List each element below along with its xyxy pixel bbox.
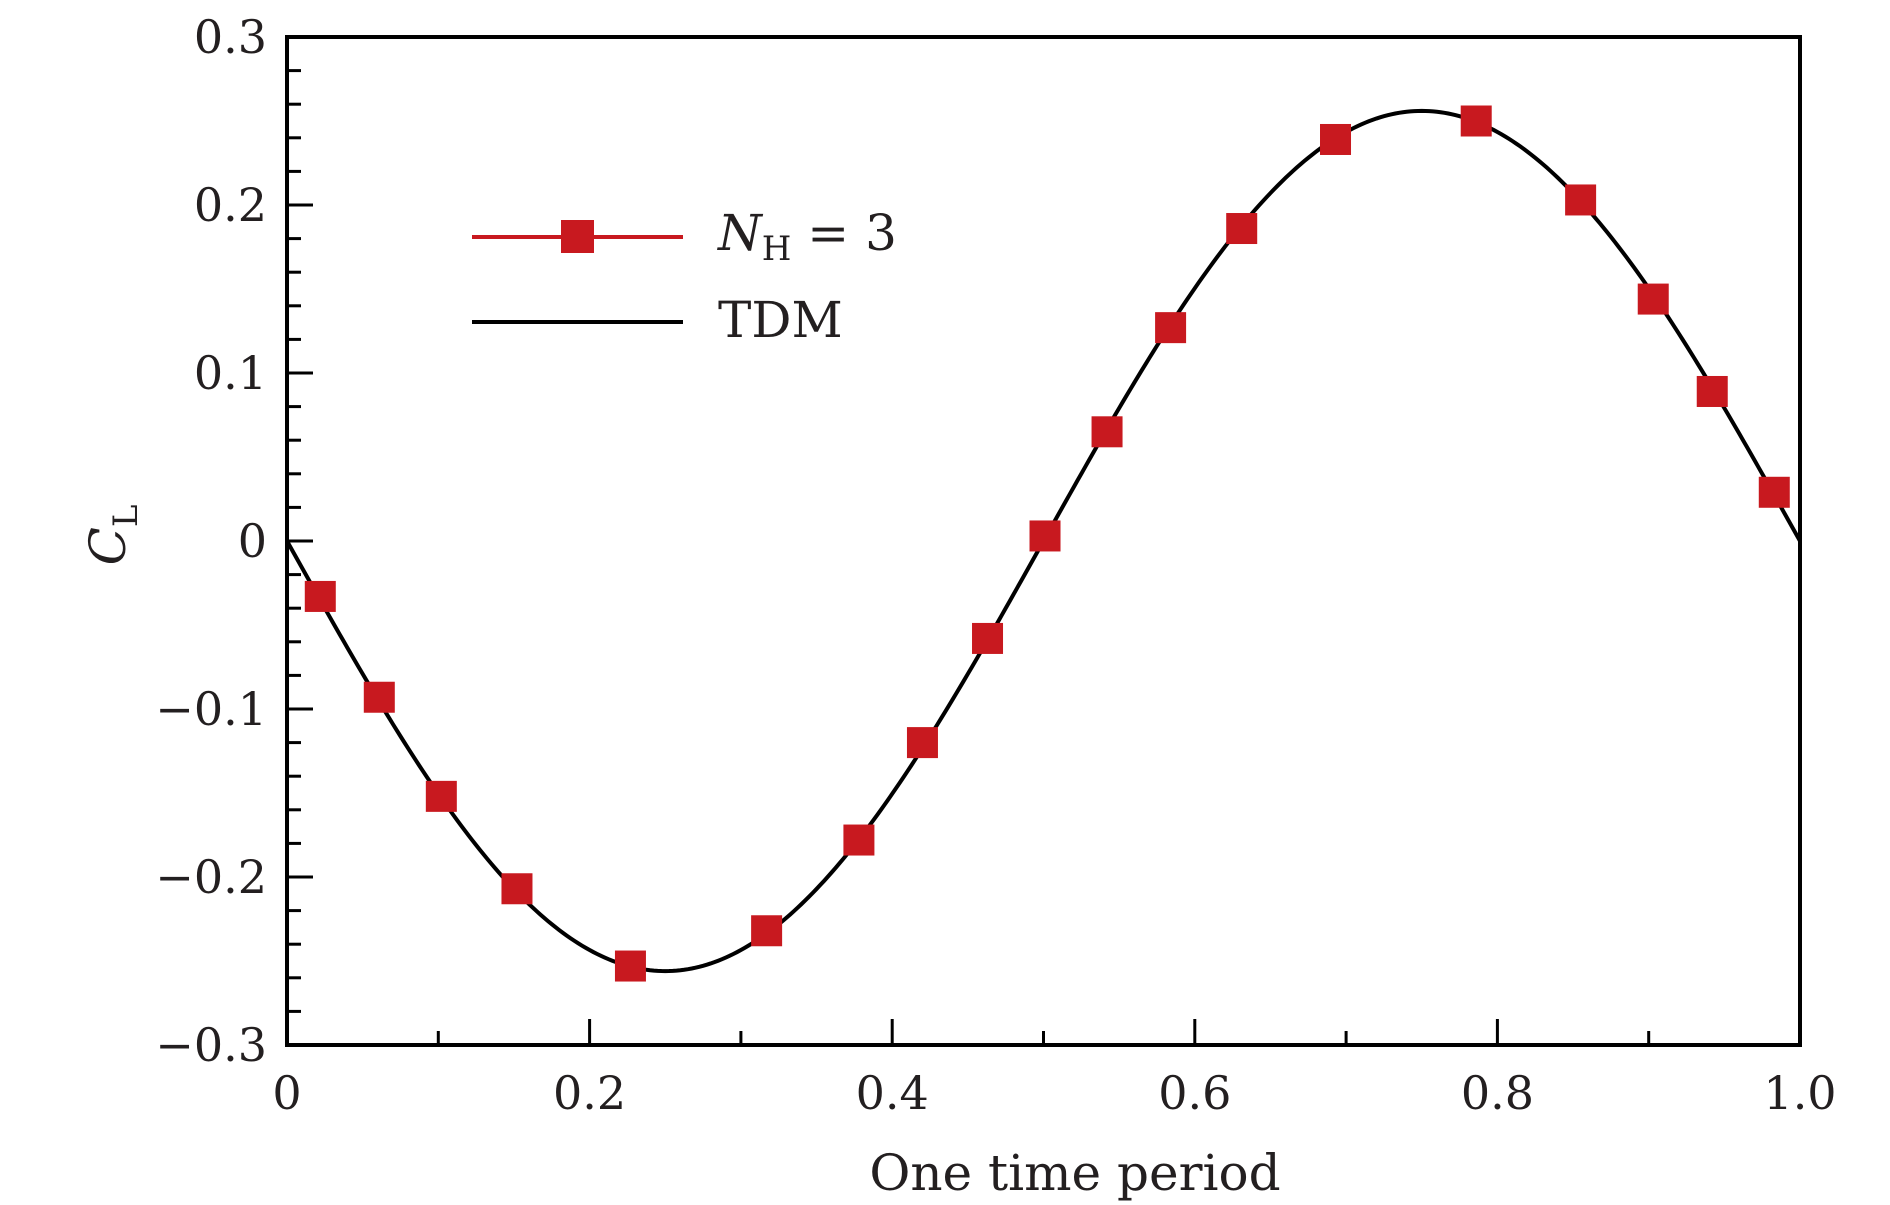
y-tick-label: 0 <box>238 514 267 568</box>
x-tick-label: 0.4 <box>856 1066 929 1120</box>
nh3-marker <box>1758 476 1790 508</box>
series-nh3 <box>304 105 1790 982</box>
nh3-marker <box>1565 184 1597 216</box>
svg-text:NH = 3: NH = 3 <box>717 204 897 269</box>
legend-nh3-subscript: H <box>762 229 792 269</box>
nh3-marker <box>1696 375 1728 407</box>
legend-nh3-marker <box>561 220 594 253</box>
nh3-marker <box>1091 416 1123 448</box>
y-tick-label: −0.1 <box>155 682 267 736</box>
nh3-marker <box>1155 312 1187 344</box>
y-tick-label: 0.1 <box>194 346 267 400</box>
nh3-marker <box>843 824 875 856</box>
nh3-marker <box>1226 213 1258 245</box>
x-tick-label: 0.8 <box>1461 1066 1534 1120</box>
nh3-marker <box>304 580 336 612</box>
x-axis-label: One time period <box>869 1144 1280 1202</box>
y-axis-label-main: C <box>79 527 137 565</box>
legend-nh3-suffix: = 3 <box>791 204 897 262</box>
nh3-marker <box>1320 123 1352 155</box>
y-tick-label: −0.3 <box>155 1018 267 1072</box>
nh3-marker <box>972 622 1004 654</box>
nh3-marker <box>1637 283 1669 315</box>
legend-tdm-label: TDM <box>718 291 843 349</box>
nh3-marker <box>1029 520 1061 552</box>
svg-text:CL: CL <box>79 505 146 566</box>
y-axis-label: CL <box>79 505 146 566</box>
y-tick-label: 0.3 <box>194 10 267 64</box>
y-tick-label: −0.2 <box>155 850 267 904</box>
legend: NH = 3 TDM <box>472 204 897 349</box>
nh3-marker <box>906 727 938 759</box>
x-tick-label: 0.2 <box>553 1066 626 1120</box>
nh3-marker <box>1460 105 1492 137</box>
y-axis-label-subscript: L <box>106 505 146 528</box>
y-axis-ticks: −0.3 −0.2 −0.1 0 0.1 0.2 0.3 <box>155 10 313 1072</box>
y-tick-label: 0.2 <box>194 178 267 232</box>
x-tick-label: 0.6 <box>1158 1066 1231 1120</box>
nh3-marker <box>614 950 646 982</box>
nh3-marker <box>501 873 533 905</box>
nh3-marker <box>363 681 395 713</box>
nh3-marker <box>751 915 783 947</box>
nh3-marker <box>425 780 457 812</box>
x-tick-label: 1.0 <box>1763 1066 1836 1120</box>
x-axis-ticks: 0 0.2 0.4 0.6 0.8 1.0 <box>272 1019 1837 1120</box>
x-tick-label: 0 <box>272 1066 301 1120</box>
legend-nh3-label: N <box>717 204 764 262</box>
